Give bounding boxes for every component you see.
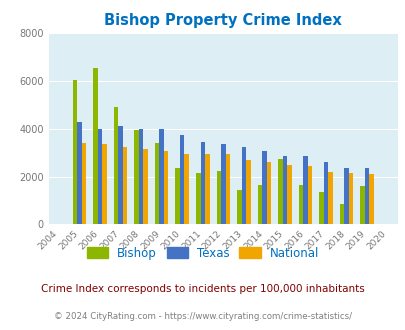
Bar (359, 186, 364, 224)
Bar (175, 168, 179, 224)
Bar (343, 168, 348, 224)
Bar (184, 154, 189, 224)
Bar (364, 168, 369, 224)
Bar (77, 121, 81, 224)
Title: Bishop Property Crime Index: Bishop Property Crime Index (104, 13, 341, 28)
Bar (323, 162, 328, 224)
Bar (328, 172, 332, 224)
Bar (298, 185, 303, 224)
Bar (159, 129, 164, 224)
Text: Crime Index corresponds to incidents per 100,000 inhabitants: Crime Index corresponds to incidents per… (41, 284, 364, 294)
Bar (72, 80, 77, 224)
Bar (143, 149, 147, 224)
Bar (225, 154, 230, 224)
Bar (245, 160, 250, 224)
Bar (196, 173, 200, 224)
Bar (139, 129, 143, 224)
Bar (205, 154, 209, 224)
Bar (134, 130, 139, 224)
Bar (241, 147, 245, 224)
Bar (164, 151, 168, 224)
Bar (220, 144, 225, 224)
Bar (318, 192, 323, 224)
Bar (118, 126, 123, 224)
Bar (200, 142, 205, 224)
Bar (216, 171, 220, 224)
Bar (262, 151, 266, 224)
Legend: Bishop, Texas, National: Bishop, Texas, National (82, 242, 323, 264)
Bar (266, 162, 271, 224)
Bar (307, 166, 311, 224)
Bar (303, 156, 307, 224)
Bar (113, 107, 118, 224)
Bar (339, 204, 343, 224)
Text: © 2024 CityRating.com - https://www.cityrating.com/crime-statistics/: © 2024 CityRating.com - https://www.city… (54, 313, 351, 321)
Bar (93, 68, 98, 224)
Bar (237, 190, 241, 224)
Bar (286, 165, 291, 224)
Bar (155, 143, 159, 224)
Bar (277, 159, 282, 224)
Bar (102, 144, 107, 224)
Bar (81, 143, 86, 224)
Bar (98, 129, 102, 224)
Bar (257, 185, 262, 224)
Bar (179, 135, 184, 224)
Bar (282, 156, 286, 224)
Bar (348, 173, 352, 224)
Bar (123, 147, 127, 224)
Bar (369, 174, 373, 224)
